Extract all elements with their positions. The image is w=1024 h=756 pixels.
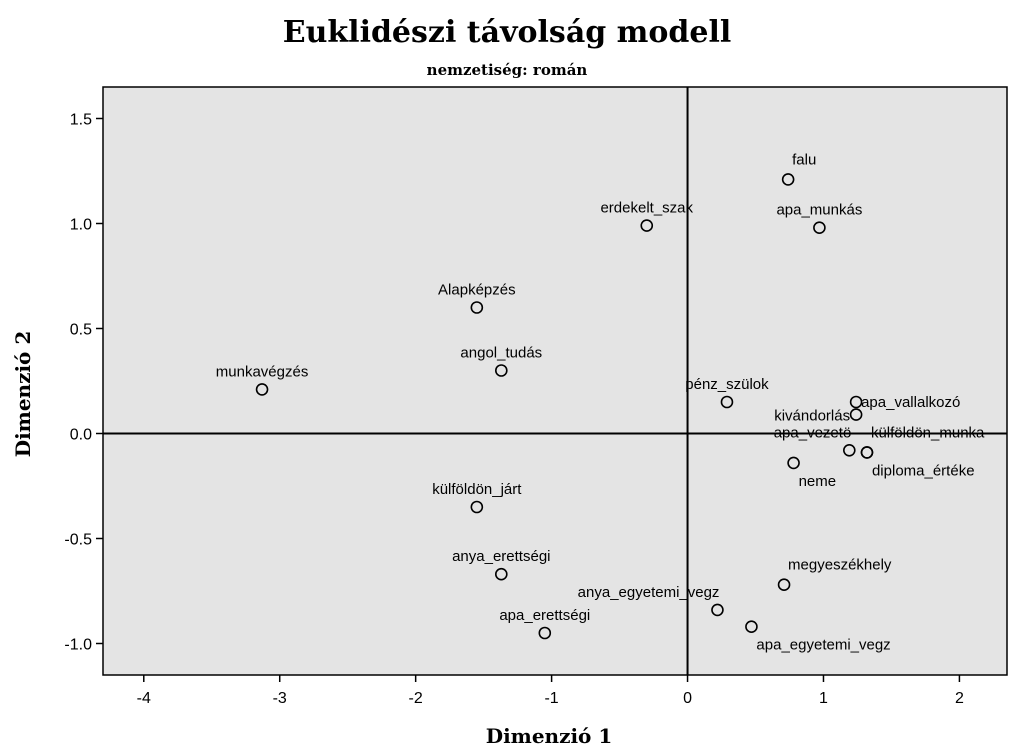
y-axis-label: Dimenzió 2 (11, 331, 35, 458)
data-point-label: angol_tudás (460, 345, 542, 362)
data-point (860, 446, 874, 459)
data-point-label: neme (799, 473, 837, 490)
data-point (777, 578, 791, 592)
data-point (470, 301, 484, 314)
chart-subtitle: nemzetiség: román (427, 61, 588, 79)
data-point (255, 383, 269, 396)
y-tick-label: -0.5 (64, 532, 92, 549)
x-tick-label: -2 (409, 690, 423, 707)
data-point-label: apa_vezetö (774, 424, 852, 441)
x-tick-label: -3 (273, 690, 287, 707)
plot-area (102, 86, 1008, 676)
data-point (745, 620, 758, 634)
data-point (495, 364, 508, 377)
data-point-label: kivándorlás (774, 408, 850, 425)
x-tick-label: -1 (544, 690, 558, 707)
data-point (711, 603, 724, 617)
data-point-label: munkavégzés (216, 363, 309, 380)
data-point (849, 395, 863, 409)
data-point-label: anya_erettségi (452, 548, 550, 565)
x-axis: -4 -3 -2 -1 0 1 2 (137, 675, 964, 707)
reference-lines (103, 87, 1007, 675)
y-tick-label: 0.5 (70, 322, 92, 339)
y-tick-label: -1.0 (64, 637, 92, 654)
x-tick-label: 1 (819, 690, 828, 707)
data-point-label: pénz_szülok (685, 376, 769, 393)
data-point (495, 567, 508, 581)
data-point-label: anya_egyetemi_vegz (578, 584, 720, 601)
data-point-label: apa_egyetemi_vegz (756, 637, 890, 654)
x-tick-label: -4 (137, 690, 151, 707)
data-point (640, 219, 654, 232)
data-points: falu erdekelt_szak apa_munkás Alapképzés ang… (216, 151, 985, 653)
data-point-label: megyeszékhely (788, 557, 892, 574)
y-axis: -1.0 -0.5 0.0 0.5 1.0 1.5 (64, 112, 103, 654)
subtitle-backdrop (405, 57, 609, 85)
data-point-label: külföldön_munka (871, 424, 985, 441)
data-point (781, 173, 795, 186)
data-point (538, 626, 552, 640)
data-point-label: külföldön_járt (432, 481, 522, 498)
data-point (470, 500, 484, 514)
chart-title: Euklidészi távolság modell (283, 15, 732, 50)
data-point-label: Alapképzés (438, 282, 516, 299)
data-point-label: erdekelt_szak (600, 200, 693, 217)
y-tick-label: 1.5 (70, 112, 92, 129)
data-point (720, 395, 734, 409)
data-point (813, 221, 826, 234)
y-tick-label: 1.0 (70, 217, 92, 234)
x-tick-label: 2 (955, 690, 964, 707)
data-point (849, 408, 863, 421)
y-tick-label: 0.0 (70, 427, 92, 444)
x-axis-label: Dimenzió 1 (486, 724, 613, 748)
data-point-label: falu (792, 151, 816, 168)
data-point-label: apa_vallalkozó (861, 394, 960, 411)
data-point-label: apa_erettségi (499, 607, 590, 624)
data-point (843, 443, 856, 457)
x-tick-label: 0 (683, 690, 692, 707)
data-point (787, 456, 800, 470)
data-point-label: apa_munkás (776, 202, 862, 219)
data-point-label: diploma_értéke (872, 462, 975, 479)
